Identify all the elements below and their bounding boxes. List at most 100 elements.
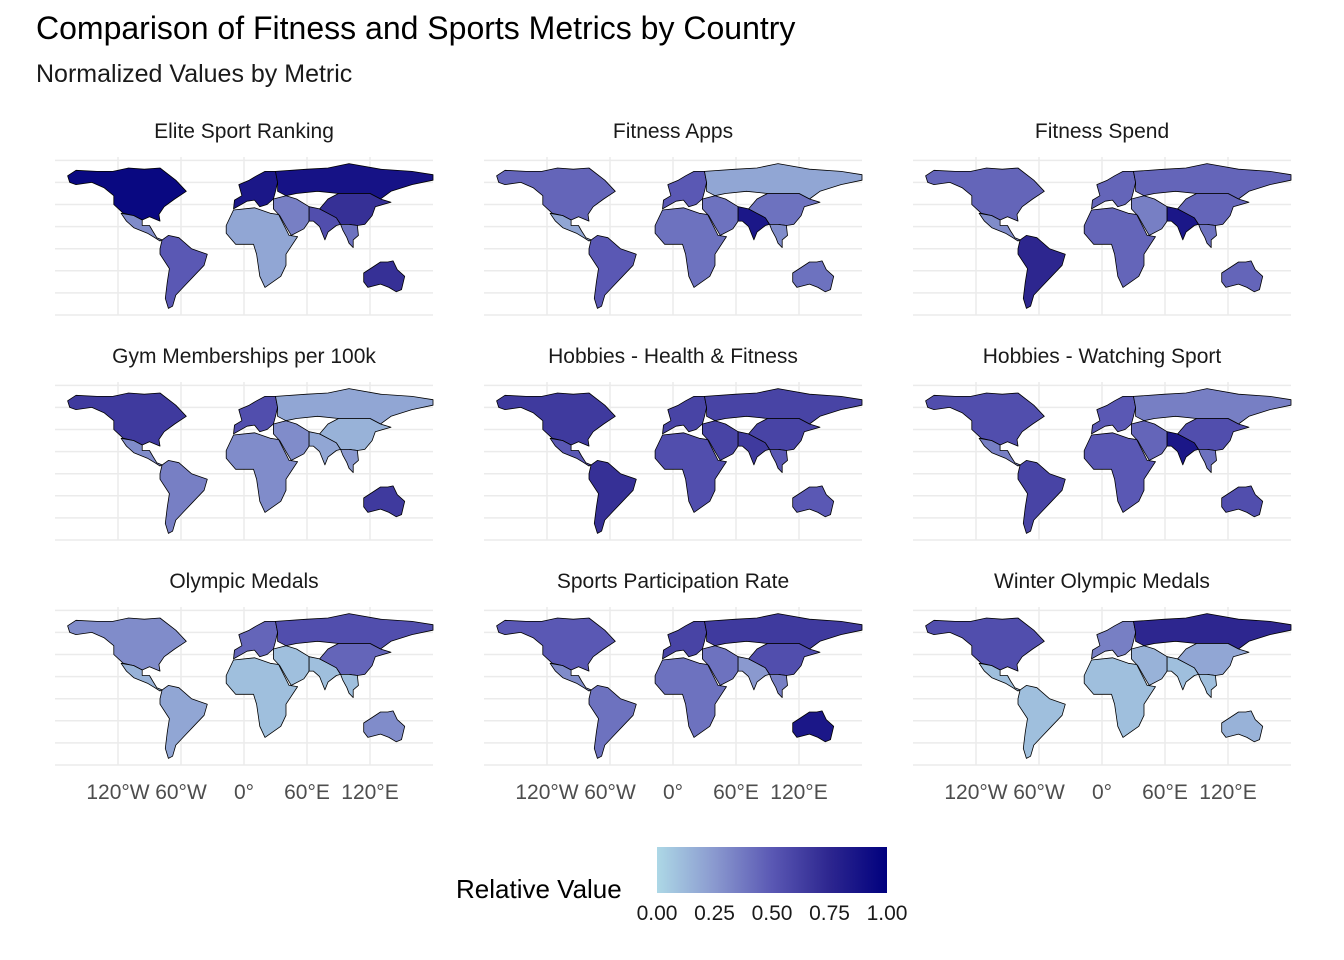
region-south-america [588, 459, 637, 534]
region-china-east-asia [1177, 643, 1250, 676]
legend-tick-label: 0.50 [751, 902, 793, 925]
region-southeast-asia [769, 223, 788, 249]
region-australia [792, 710, 835, 743]
region-central-america [120, 662, 163, 692]
region-central-america [978, 662, 1021, 692]
region-south-asia [308, 656, 342, 691]
region-australia [1221, 485, 1264, 518]
x-tick-label: 0° [663, 781, 683, 804]
region-europe [662, 170, 707, 210]
facet-title: Fitness Spend [1035, 120, 1169, 143]
region-europe [233, 395, 279, 435]
region-china-east-asia [319, 643, 392, 676]
region-china-east-asia [1177, 193, 1250, 226]
facet-title: Hobbies - Health & Fitness [548, 345, 798, 368]
x-tick-label: 60°E [284, 781, 330, 804]
facet-title: Winter Olympic Medals [994, 570, 1210, 593]
x-tick-label: 120°W [515, 781, 578, 804]
region-south-america [1017, 234, 1066, 309]
x-tick-label: 0° [234, 781, 254, 804]
region-central-america [549, 662, 592, 692]
region-australia [363, 260, 406, 293]
region-south-asia [1166, 656, 1199, 691]
region-australia [792, 485, 835, 518]
facet-title: Olympic Medals [169, 570, 318, 593]
region-south-america [159, 459, 208, 534]
region-south-asia [737, 431, 770, 466]
legend-tick-mark [886, 893, 888, 899]
legend-tick-label: 0.75 [809, 902, 850, 925]
x-tick-label: 60°W [1013, 781, 1065, 804]
region-africa [1083, 432, 1156, 513]
region-north-america [925, 167, 1045, 222]
region-south-asia [308, 206, 342, 241]
region-central-america [120, 212, 163, 242]
region-north-america [67, 392, 187, 447]
region-central-america [549, 437, 592, 467]
region-middle-east [1131, 420, 1168, 461]
facet-panel: Hobbies - Health & Fitness [484, 345, 863, 541]
legend-tick-mark [771, 893, 773, 899]
facet-panel: Winter Olympic Medals 120°W 60°W 0° 60°E 120°… [913, 570, 1292, 804]
legend-tick-mark [714, 893, 715, 899]
region-australia [1221, 710, 1264, 743]
region-north-america [496, 167, 616, 222]
region-middle-east [1131, 645, 1168, 686]
region-southeast-asia [1198, 223, 1217, 249]
x-tick-label: 60°E [1142, 781, 1188, 804]
region-africa [225, 657, 299, 738]
region-china-east-asia [748, 643, 821, 676]
region-middle-east [272, 420, 310, 461]
facet-panel: Fitness Spend [913, 120, 1292, 316]
region-southeast-asia [769, 674, 788, 698]
region-north-america [496, 392, 616, 447]
chart-title: Comparison of Fitness and Sports Metrics… [36, 10, 796, 46]
region-north-america [67, 617, 187, 672]
x-tick-label: 120°W [944, 781, 1007, 804]
region-south-asia [737, 656, 770, 691]
region-europe [233, 621, 279, 660]
legend-title: Relative Value [456, 874, 622, 904]
region-north-america [925, 392, 1045, 447]
facet-title: Hobbies - Watching Sport [983, 345, 1222, 368]
region-africa [654, 657, 727, 738]
x-tick-label: 60°W [584, 781, 636, 804]
region-middle-east [702, 420, 739, 461]
region-north-america [925, 617, 1045, 672]
x-tick-label: 0° [1092, 781, 1112, 804]
region-southeast-asia [769, 448, 788, 474]
region-europe [1091, 170, 1136, 210]
region-central-america [978, 212, 1021, 242]
region-north-america [496, 617, 616, 672]
legend-colorbar [657, 847, 887, 893]
region-south-america [588, 234, 637, 309]
region-china-east-asia [1177, 418, 1250, 451]
facet-panel: Fitness Apps [484, 120, 863, 316]
x-tick-label: 120°E [770, 781, 827, 804]
facet-title: Gym Memberships per 100k [112, 345, 376, 368]
region-europe [233, 170, 279, 210]
region-middle-east [272, 645, 310, 686]
region-china-east-asia [319, 418, 392, 451]
x-tick-label: 120°E [1199, 781, 1256, 804]
facet-panel: Gym Memberships per 100k [55, 345, 434, 541]
region-south-asia [308, 431, 342, 466]
region-south-america [159, 685, 208, 759]
region-middle-east [1131, 195, 1168, 236]
region-china-east-asia [748, 418, 821, 451]
legend-tick-label: 1.00 [866, 902, 908, 925]
region-africa [1083, 657, 1156, 738]
region-europe [662, 621, 707, 660]
region-africa [225, 207, 299, 288]
region-south-asia [1166, 206, 1199, 241]
region-africa [654, 432, 727, 513]
region-south-america [588, 685, 637, 759]
region-china-east-asia [319, 193, 392, 226]
region-southeast-asia [340, 448, 359, 474]
legend-tick-label: 0.25 [694, 902, 735, 925]
facet-panel: Olympic Medals 120°W 60°W 0° 60°E 120°E [55, 570, 434, 804]
legend-tick-mark [829, 893, 830, 899]
region-africa [1083, 207, 1156, 288]
region-middle-east [702, 195, 739, 236]
